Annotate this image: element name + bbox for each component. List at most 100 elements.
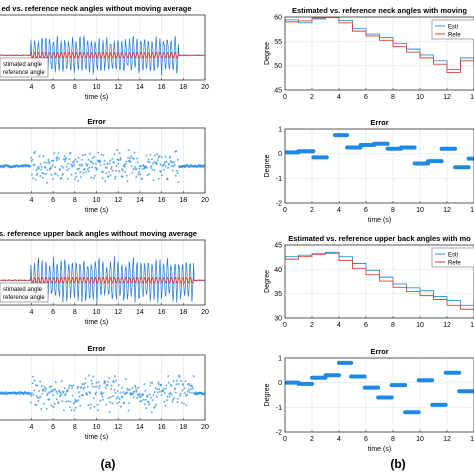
error-marker: * bbox=[143, 383, 146, 390]
error-marker: * bbox=[135, 390, 138, 397]
error-marker: * bbox=[5, 164, 8, 171]
error-marker: * bbox=[60, 177, 63, 184]
error-marker: * bbox=[31, 173, 34, 180]
error-marker: * bbox=[37, 165, 40, 172]
error-marker: * bbox=[169, 155, 172, 162]
error-marker: * bbox=[93, 177, 96, 184]
error-marker: * bbox=[73, 409, 76, 416]
error-marker: * bbox=[152, 162, 155, 169]
error-marker: * bbox=[30, 156, 33, 163]
error-marker: * bbox=[80, 386, 83, 393]
error-marker: * bbox=[75, 406, 78, 413]
chart-title: rs. reference upper back angles without … bbox=[0, 229, 197, 238]
chart-title: Estimated vs. reference neck angles with… bbox=[292, 6, 467, 15]
error-marker: * bbox=[94, 385, 97, 392]
error-marker: * bbox=[52, 393, 55, 400]
error-marker: * bbox=[197, 165, 200, 172]
error-marker: * bbox=[110, 384, 113, 391]
error-marker: * bbox=[147, 400, 150, 407]
error-marker: * bbox=[3, 392, 6, 399]
y-tick-label: 50 bbox=[274, 63, 282, 70]
error-marker: * bbox=[101, 170, 104, 177]
x-tick-label: 14 bbox=[470, 207, 474, 214]
error-marker: * bbox=[102, 392, 105, 399]
error-marker: * bbox=[57, 174, 60, 181]
error-marker: * bbox=[5, 392, 8, 399]
y-tick-label: 45 bbox=[274, 243, 282, 250]
error-marker: * bbox=[159, 384, 162, 391]
x-tick-label: 0 bbox=[283, 436, 287, 443]
error-marker: * bbox=[14, 165, 17, 172]
error-marker: * bbox=[65, 165, 68, 172]
x-tick-label: 4 bbox=[29, 309, 33, 316]
error-marker: * bbox=[14, 164, 17, 171]
plot-area: ****************************************… bbox=[0, 149, 205, 188]
error-marker: * bbox=[187, 382, 190, 389]
error-marker: * bbox=[132, 392, 135, 399]
error-marker: * bbox=[122, 165, 125, 172]
error-marker: * bbox=[32, 375, 35, 382]
error-marker: * bbox=[86, 163, 89, 170]
error-marker: * bbox=[88, 166, 91, 173]
chart-panel-7: 0 2 4 6 8 10 12 14 30 35 40 45 Estimated vs. referen… bbox=[264, 234, 474, 329]
error-marker: * bbox=[112, 169, 115, 176]
error-marker: * bbox=[82, 154, 85, 161]
error-marker: * bbox=[21, 392, 24, 399]
error-marker: * bbox=[80, 386, 83, 393]
error-marker: * bbox=[140, 395, 143, 402]
error-marker: * bbox=[190, 163, 193, 170]
error-marker: * bbox=[152, 393, 155, 400]
chart-panel-6: 0 2 4 6 8 10 12 14 -2 -1 0 1 Error time (s) Degree bbox=[264, 118, 474, 224]
error-marker: * bbox=[81, 158, 84, 165]
x-tick-label: 14 bbox=[470, 322, 474, 329]
error-marker: * bbox=[49, 168, 52, 175]
error-marker: * bbox=[39, 395, 42, 402]
error-marker: * bbox=[158, 177, 161, 184]
error-marker: * bbox=[12, 165, 15, 172]
chart-title: Error bbox=[370, 118, 388, 127]
error-marker: * bbox=[22, 392, 25, 399]
error-marker: * bbox=[5, 391, 8, 398]
error-marker: * bbox=[81, 164, 84, 171]
x-tick-label: 8 bbox=[73, 197, 77, 204]
error-marker: * bbox=[170, 385, 173, 392]
error-marker: * bbox=[187, 165, 190, 172]
error-marker: * bbox=[16, 164, 19, 171]
error-marker: * bbox=[89, 152, 92, 159]
error-marker: * bbox=[158, 383, 161, 390]
error-marker: * bbox=[107, 380, 110, 387]
error-marker: * bbox=[18, 165, 21, 172]
error-marker: * bbox=[24, 391, 27, 398]
error-marker: * bbox=[36, 173, 39, 180]
error-marker: * bbox=[188, 165, 191, 172]
error-marker: * bbox=[181, 383, 184, 390]
error-marker: * bbox=[125, 160, 128, 167]
error-marker: * bbox=[133, 157, 136, 164]
error-marker: * bbox=[105, 403, 108, 410]
error-marker: * bbox=[59, 391, 62, 398]
error-marker: * bbox=[181, 388, 184, 395]
error-marker: * bbox=[155, 163, 158, 170]
plot-area bbox=[0, 256, 205, 304]
error-marker: * bbox=[185, 403, 188, 410]
error-marker: * bbox=[90, 176, 93, 183]
error-marker: * bbox=[153, 168, 156, 175]
error-marker: * bbox=[5, 164, 8, 171]
error-marker: * bbox=[164, 392, 167, 399]
error-marker: * bbox=[4, 164, 7, 171]
error-marker: * bbox=[93, 405, 96, 412]
error-marker: * bbox=[199, 164, 202, 171]
error-marker: * bbox=[132, 390, 135, 397]
error-marker: * bbox=[166, 177, 169, 184]
error-marker: * bbox=[12, 391, 15, 398]
error-marker: * bbox=[171, 400, 174, 407]
error-marker: * bbox=[17, 165, 20, 172]
error-marker: * bbox=[115, 169, 118, 176]
error-marker: * bbox=[78, 167, 81, 174]
error-marker: * bbox=[64, 158, 67, 165]
error-marker: * bbox=[55, 156, 58, 163]
error-marker: * bbox=[202, 392, 205, 399]
error-marker: * bbox=[79, 170, 82, 177]
error-marker: * bbox=[179, 394, 182, 401]
error-marker: * bbox=[118, 170, 121, 177]
